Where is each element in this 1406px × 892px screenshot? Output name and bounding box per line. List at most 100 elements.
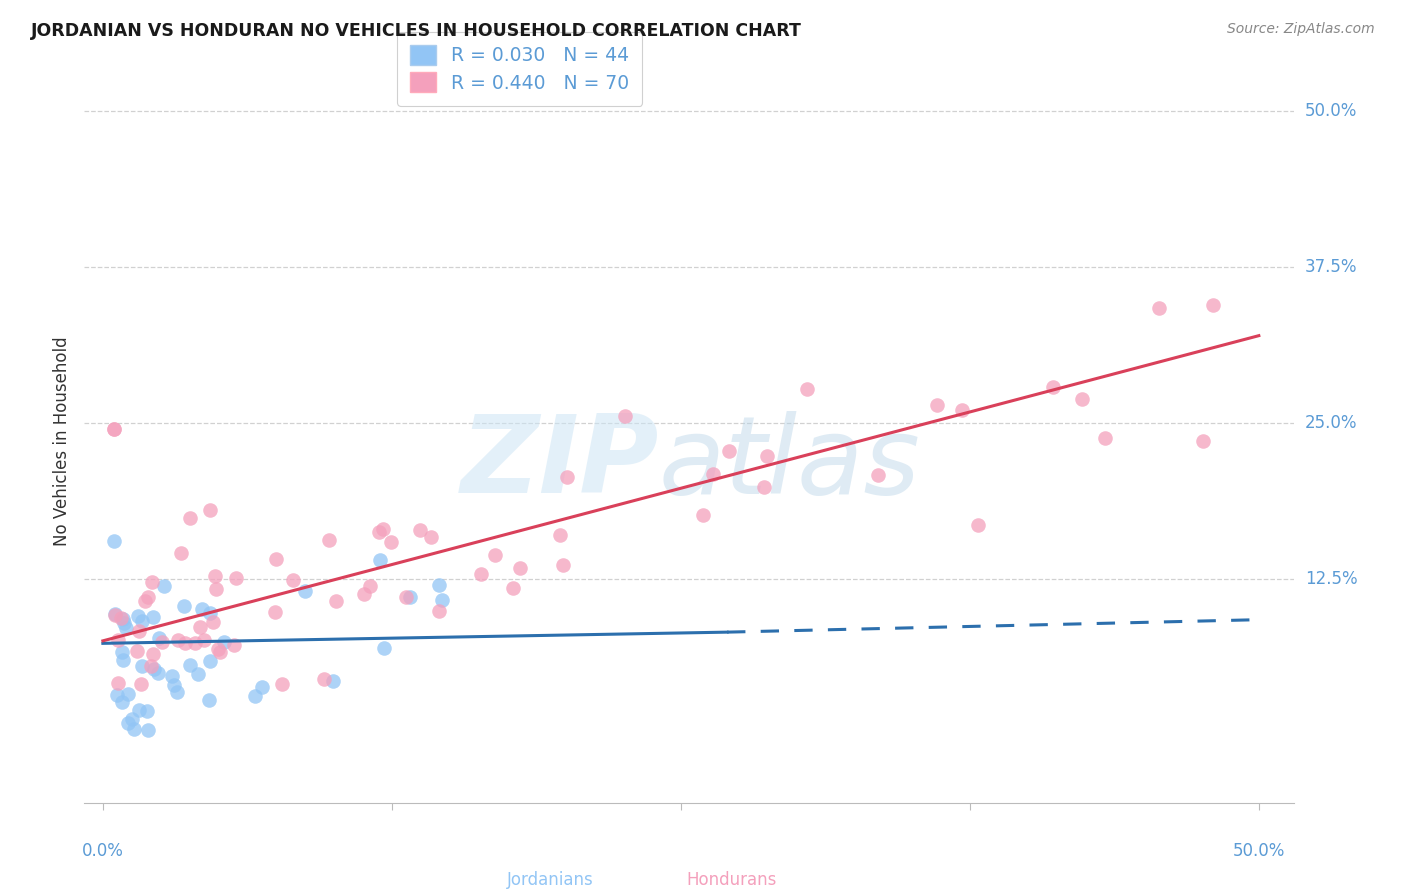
Text: Hondurans: Hondurans xyxy=(686,871,776,889)
Point xyxy=(718,443,741,458)
Point xyxy=(173,599,195,614)
Point xyxy=(184,636,207,650)
Point xyxy=(163,678,186,692)
Point xyxy=(103,534,125,549)
Point xyxy=(204,569,226,583)
Point xyxy=(191,602,214,616)
Point xyxy=(142,647,165,661)
Point xyxy=(752,480,775,494)
Point xyxy=(353,587,375,601)
Point xyxy=(409,523,432,537)
Point xyxy=(368,553,391,567)
Point xyxy=(927,398,949,412)
Point xyxy=(174,636,197,650)
Point xyxy=(427,578,450,592)
Point xyxy=(170,546,193,560)
Point xyxy=(271,677,294,691)
Legend: R = 0.030   N = 44, R = 0.440   N = 70: R = 0.030 N = 44, R = 0.440 N = 70 xyxy=(396,32,643,105)
Point xyxy=(509,561,531,575)
Point xyxy=(107,632,129,647)
Point xyxy=(160,668,183,682)
Point xyxy=(104,607,127,622)
Point xyxy=(124,722,146,736)
Point xyxy=(692,508,714,522)
Point xyxy=(117,687,139,701)
Point xyxy=(322,673,344,688)
Point xyxy=(111,695,134,709)
Point xyxy=(866,467,889,482)
Point xyxy=(142,610,165,624)
Point xyxy=(107,676,129,690)
Point xyxy=(1094,431,1116,445)
Text: 37.5%: 37.5% xyxy=(1305,258,1357,277)
Point xyxy=(359,579,381,593)
Point xyxy=(148,631,170,645)
Point xyxy=(755,450,778,464)
Text: JORDANIAN VS HONDURAN NO VEHICLES IN HOUSEHOLD CORRELATION CHART: JORDANIAN VS HONDURAN NO VEHICLES IN HOU… xyxy=(31,22,801,40)
Point xyxy=(548,528,571,542)
Text: 25.0%: 25.0% xyxy=(1305,414,1357,432)
Text: atlas: atlas xyxy=(659,410,921,516)
Point xyxy=(153,579,176,593)
Point xyxy=(131,614,153,628)
Point xyxy=(111,653,134,667)
Point xyxy=(139,659,162,673)
Point xyxy=(129,677,152,691)
Point xyxy=(314,673,336,687)
Point xyxy=(243,689,266,703)
Point xyxy=(128,703,150,717)
Point xyxy=(1192,434,1215,448)
Point xyxy=(470,566,492,581)
Point xyxy=(188,620,211,634)
Point xyxy=(212,634,235,648)
Point xyxy=(325,593,347,607)
Point xyxy=(294,584,316,599)
Point xyxy=(127,609,149,624)
Point xyxy=(484,548,506,562)
Point xyxy=(136,704,159,718)
Point xyxy=(222,638,245,652)
Point xyxy=(136,590,159,604)
Point xyxy=(395,590,418,604)
Point xyxy=(143,663,166,677)
Point xyxy=(264,605,287,619)
Point xyxy=(429,604,451,618)
Text: Source: ZipAtlas.com: Source: ZipAtlas.com xyxy=(1227,22,1375,37)
Point xyxy=(318,533,340,548)
Point xyxy=(283,573,305,587)
Point xyxy=(555,470,578,484)
Point xyxy=(141,574,163,589)
Text: ZIP: ZIP xyxy=(460,410,659,516)
Point xyxy=(225,571,247,585)
Point xyxy=(103,422,125,436)
Point xyxy=(117,716,139,731)
Point xyxy=(207,641,229,656)
Point xyxy=(1201,297,1223,311)
Point xyxy=(209,645,232,659)
Point xyxy=(432,593,454,607)
Point xyxy=(198,606,221,620)
Point xyxy=(368,524,391,539)
Text: 12.5%: 12.5% xyxy=(1305,570,1357,588)
Point xyxy=(134,594,156,608)
Point xyxy=(179,510,201,524)
Point xyxy=(614,409,637,423)
Point xyxy=(111,645,134,659)
Point xyxy=(398,590,420,604)
Point xyxy=(115,621,138,635)
Point xyxy=(1147,301,1170,315)
Point xyxy=(1042,380,1064,394)
Point xyxy=(193,632,215,647)
Point xyxy=(796,382,818,396)
Y-axis label: No Vehicles in Household: No Vehicles in Household xyxy=(53,336,72,547)
Point xyxy=(110,611,132,625)
Point xyxy=(131,659,153,673)
Point xyxy=(127,643,149,657)
Point xyxy=(104,607,127,621)
Point xyxy=(204,582,226,596)
Point xyxy=(105,689,128,703)
Point xyxy=(373,640,395,655)
Point xyxy=(128,624,150,639)
Point xyxy=(187,667,209,681)
Point xyxy=(419,530,441,544)
